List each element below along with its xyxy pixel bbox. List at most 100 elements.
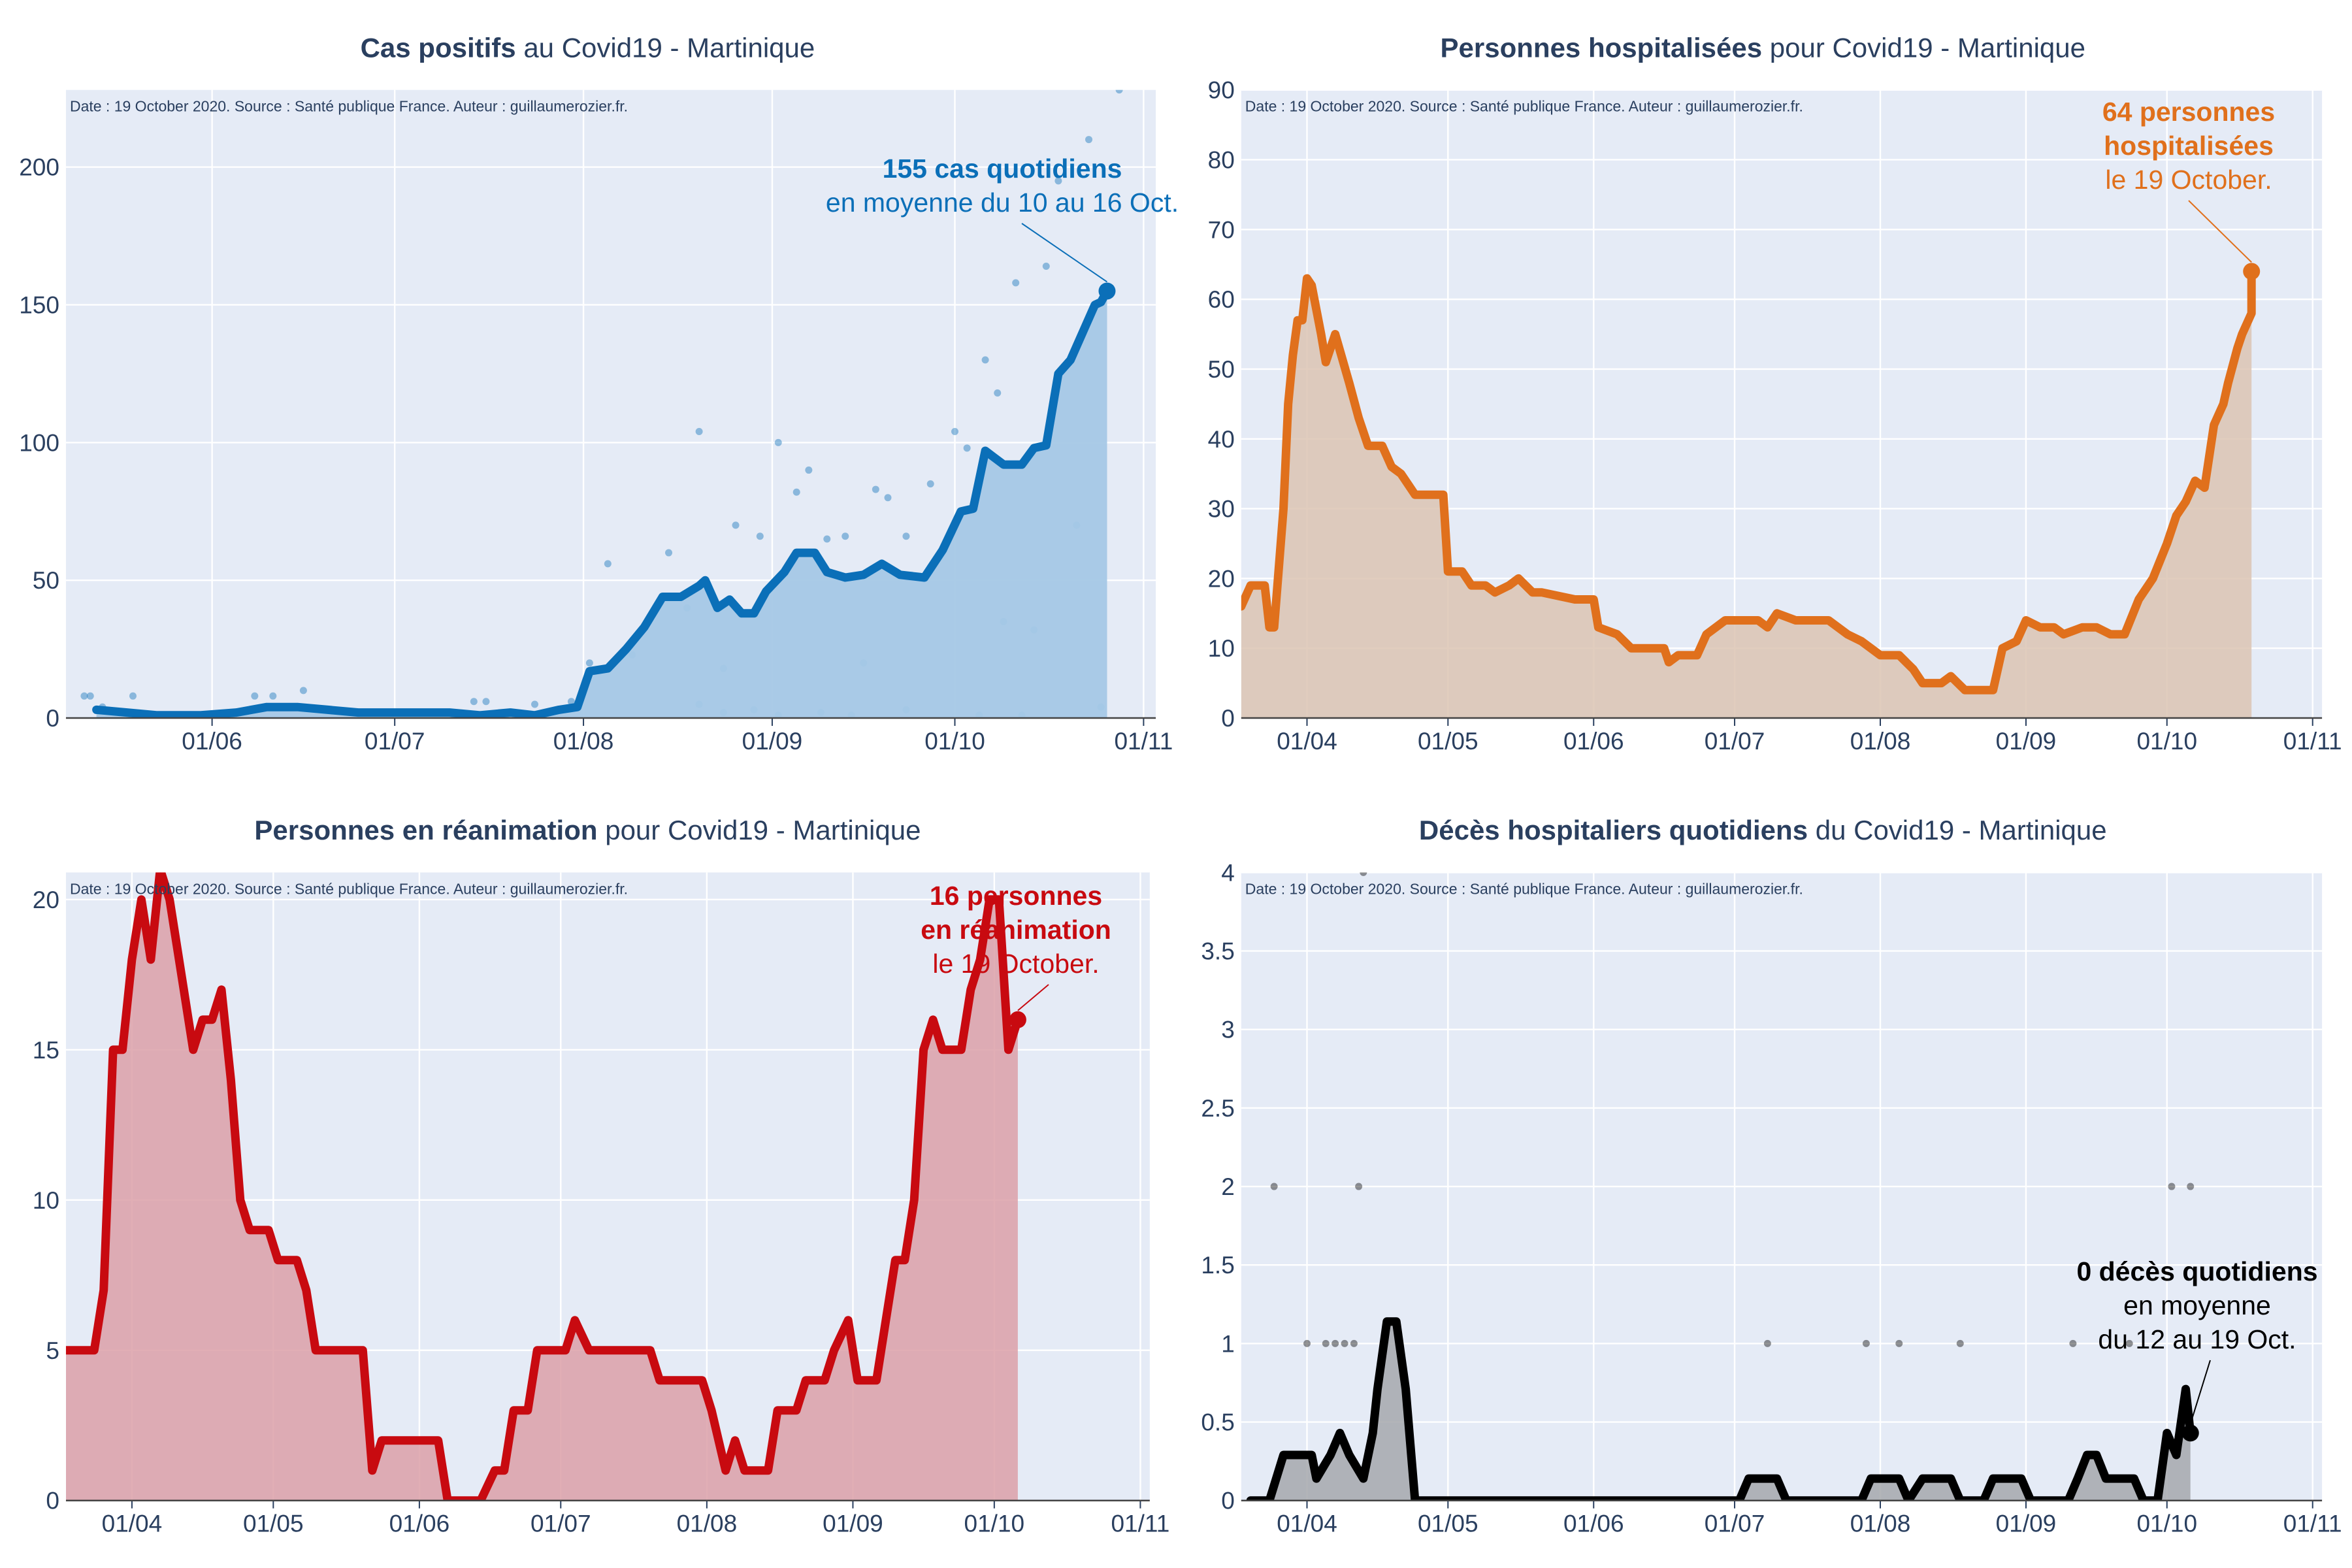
- y-tick-label: 5: [46, 1337, 59, 1364]
- y-tick-label: 90: [1208, 77, 1235, 104]
- y-tick-label: 0.5: [1201, 1409, 1234, 1436]
- plot-area: [1241, 267, 2256, 718]
- data-point: [774, 438, 782, 446]
- chart-panel-4: 0 0.5 1 1.5 2 2.5 3 3.5 4 01/04 01/05 01/06 01/07 01/…: [1201, 815, 2342, 1537]
- data-point: [994, 389, 1002, 397]
- series-area: [1241, 271, 2252, 718]
- data-point: [884, 494, 892, 502]
- series-area: [1250, 1321, 2191, 1501]
- x-tick-label: 01/08: [553, 728, 614, 755]
- data-point: [299, 687, 307, 694]
- x-tick-label: 01/04: [102, 1511, 163, 1537]
- data-point: [2168, 1183, 2176, 1190]
- data-point: [872, 485, 879, 493]
- data-point: [1085, 136, 1093, 144]
- data-point: [1012, 279, 1020, 287]
- data-point: [1341, 1339, 1348, 1347]
- y-tick-label: 0: [46, 1488, 59, 1514]
- data-point: [1322, 1339, 1330, 1347]
- data-point: [841, 532, 849, 540]
- y-tick-label: 0: [1221, 705, 1235, 732]
- y-tick-label: 60: [1208, 286, 1235, 313]
- series-line: [1241, 267, 2256, 694]
- plot-area: [65, 872, 1022, 1501]
- x-tick-label: 01/05: [1418, 728, 1478, 755]
- y-tick-label: 2: [1221, 1173, 1235, 1200]
- x-tick-label: 01/09: [1996, 728, 2057, 755]
- chart-title-bold: Décès hospitaliers quotidiens: [1419, 815, 1808, 845]
- data-point: [86, 692, 94, 700]
- y-tick-label: 10: [33, 1187, 59, 1214]
- series-line: [65, 872, 1022, 1501]
- x-tick-label: 01/06: [1563, 728, 1624, 755]
- chart-title: Personnes en réanimation pour Covid19 - …: [254, 815, 921, 845]
- x-tick-label: 01/06: [389, 1511, 450, 1537]
- data-point: [2125, 1339, 2133, 1347]
- x-tick-label: 01/04: [1277, 1511, 1337, 1537]
- x-tick-label: 01/08: [677, 1511, 738, 1537]
- y-tick-label: 70: [1208, 216, 1235, 243]
- x-tick-label: 01/07: [365, 728, 425, 755]
- data-point: [470, 698, 478, 706]
- chart-title: Décès hospitaliers quotidiens du Covid19…: [1419, 815, 2107, 845]
- annotation-bold-text: 16 personnes: [930, 881, 1102, 911]
- annotation-text: en moyenne: [2123, 1290, 2271, 1320]
- data-point: [269, 692, 277, 700]
- x-tick-label: 01/04: [1277, 728, 1337, 755]
- y-tick-label: 80: [1208, 146, 1235, 173]
- y-tick-label: 0: [46, 705, 59, 732]
- data-point: [951, 428, 959, 436]
- y-tick-label: 20: [33, 887, 59, 913]
- last-value-marker: [1009, 1011, 1026, 1028]
- y-tick-label: 3.5: [1201, 938, 1234, 965]
- x-tick-label: 01/07: [1705, 1511, 1765, 1537]
- x-tick-label: 01/09: [1996, 1511, 2057, 1537]
- data-point: [1054, 177, 1062, 185]
- x-tick-label: 01/06: [182, 728, 242, 755]
- x-tick-label: 01/10: [2136, 728, 2197, 755]
- annotation-text: en moyenne du 10 au 16 Oct.: [826, 188, 1179, 218]
- data-point: [80, 692, 88, 700]
- annotation-bold-text: 64 personnes: [2102, 97, 2275, 127]
- data-point: [695, 428, 703, 436]
- x-tick-label: 01/09: [742, 728, 803, 755]
- y-tick-label: 10: [1208, 635, 1235, 662]
- data-point: [1763, 1339, 1771, 1347]
- y-tick-label: 15: [33, 1037, 59, 1064]
- data-point: [823, 535, 831, 543]
- data-point: [1355, 1183, 1363, 1190]
- plot-area: [1246, 872, 2195, 1501]
- data-point: [792, 488, 800, 496]
- annotation-text: le 19 October.: [2105, 165, 2272, 195]
- plot-area: [80, 75, 1123, 719]
- source-text: Date : 19 October 2020. Source : Santé p…: [1245, 98, 1803, 115]
- x-tick-label: 01/11: [2283, 728, 2342, 755]
- x-tick-label: 01/10: [2136, 1511, 2197, 1537]
- data-point: [732, 521, 740, 529]
- x-tick-label: 01/09: [823, 1511, 883, 1537]
- data-point: [1115, 90, 1123, 94]
- data-point: [2187, 1183, 2195, 1190]
- data-point: [1895, 1339, 1903, 1347]
- chart-title-rest: au Covid19 - Martinique: [516, 32, 815, 63]
- chart-title: Cas positifs au Covid19 - Martinique: [361, 32, 815, 63]
- last-value-marker: [2243, 263, 2261, 280]
- data-point: [805, 466, 813, 474]
- x-tick-label: 01/05: [1418, 1511, 1478, 1537]
- x-tick-label: 01/06: [1563, 1511, 1624, 1537]
- annotation-text: du 12 au 19 Oct.: [2098, 1324, 2296, 1354]
- data-point: [1360, 872, 1367, 876]
- data-point: [1270, 1183, 1278, 1190]
- series-area: [66, 872, 1018, 1501]
- data-point: [1331, 1339, 1339, 1347]
- series-area: [96, 291, 1107, 718]
- data-point: [1103, 75, 1111, 82]
- data-point: [251, 692, 259, 700]
- x-tick-label: 01/07: [1705, 728, 1765, 755]
- x-tick-label: 01/10: [924, 728, 985, 755]
- y-tick-label: 3: [1221, 1017, 1235, 1043]
- series-line: [92, 287, 1111, 719]
- y-tick-label: 50: [1208, 356, 1235, 383]
- data-point: [981, 356, 989, 364]
- chart-title-rest: du Covid19 - Martinique: [1808, 815, 2107, 845]
